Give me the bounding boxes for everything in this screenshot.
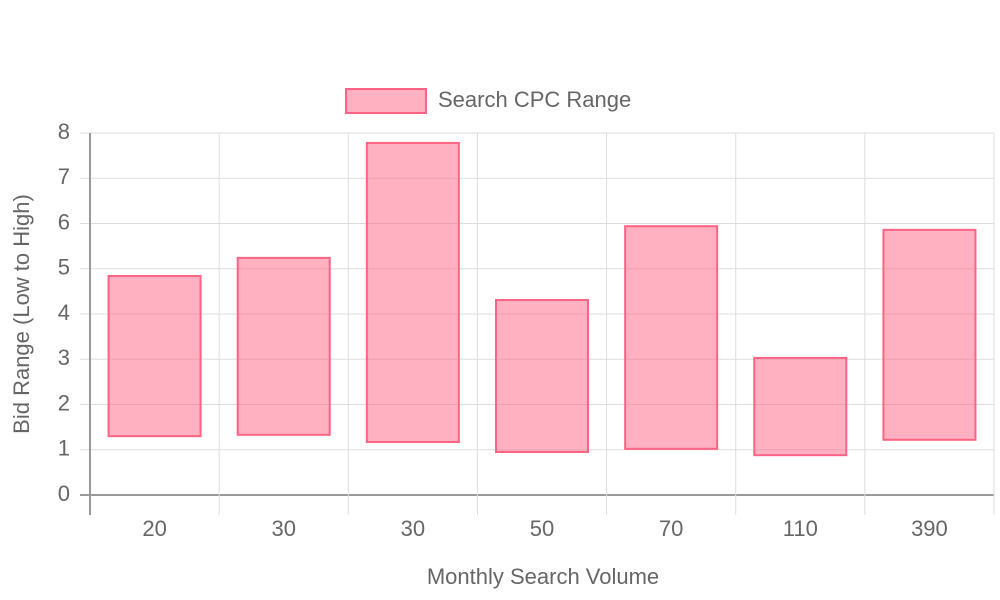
x-tick-label: 30 (401, 516, 425, 541)
y-tick-label: 2 (58, 390, 70, 415)
y-tick-label: 7 (58, 164, 70, 189)
y-tick-label: 0 (58, 481, 70, 506)
x-tick-label: 30 (271, 516, 295, 541)
bar (624, 225, 719, 450)
y-axis-title: Bid Range (Low to High) (9, 194, 34, 434)
y-tick-label: 5 (58, 255, 70, 280)
bar (753, 356, 848, 457)
x-axis-title: Monthly Search Volume (427, 564, 659, 589)
legend-swatch (345, 88, 427, 114)
y-tick-label: 4 (58, 300, 70, 325)
x-tick-label: 390 (911, 516, 948, 541)
x-tick-label: 110 (783, 516, 818, 541)
bar (495, 298, 589, 454)
bar (365, 141, 460, 444)
bar (882, 228, 977, 441)
x-tick-label: 20 (142, 516, 166, 541)
x-tick-label: 50 (530, 516, 554, 541)
legend-label: Search CPC Range (438, 87, 631, 112)
y-tick-label: 6 (58, 209, 70, 234)
bar (107, 274, 202, 438)
x-tick-label: 70 (659, 516, 683, 541)
y-tick-label: 1 (58, 436, 70, 461)
bar (236, 256, 331, 436)
y-tick-label: 3 (58, 345, 70, 370)
y-tick-label: 8 (58, 119, 70, 144)
